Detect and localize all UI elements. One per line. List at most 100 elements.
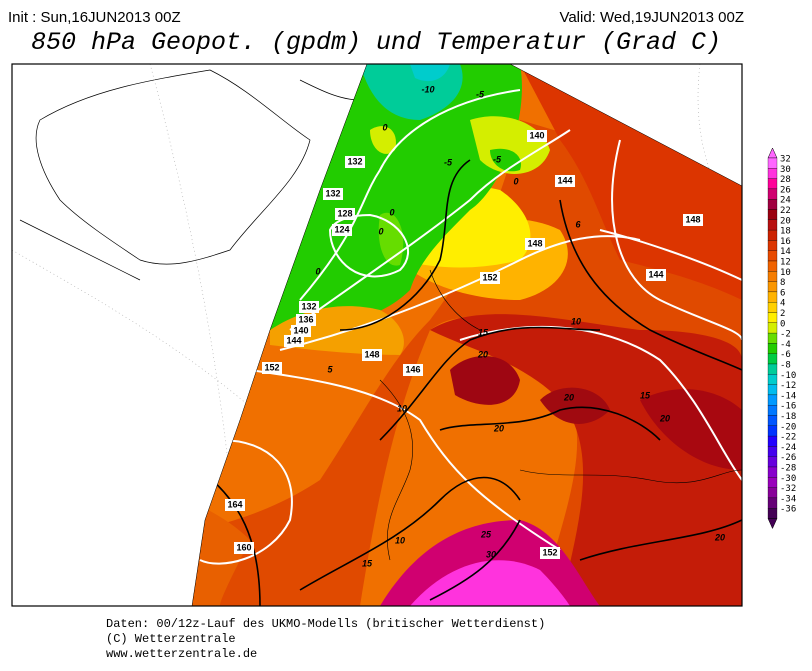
- colorbar-label: -30: [780, 474, 796, 484]
- colorbar-swatch: [767, 281, 778, 293]
- label-box: [345, 156, 365, 168]
- colorbar-swatch: [767, 446, 778, 457]
- colorbar-label: 24: [780, 196, 791, 206]
- colorbar-label: -36: [780, 505, 796, 515]
- colorbar: 32302826242220181614121086420-2-4-6-8-10…: [767, 147, 796, 530]
- colorbar-swatch: [767, 487, 778, 499]
- contour-label: 148: [527, 238, 542, 248]
- colorbar-swatch: [767, 322, 778, 334]
- colorbar-cap-bottom: [767, 518, 778, 530]
- colorbar-label: 18: [780, 227, 791, 237]
- contour-label: 146: [405, 364, 420, 374]
- contour-label: 20: [714, 532, 725, 542]
- colorbar-label: 32: [780, 155, 791, 165]
- contour-label: 140: [529, 130, 544, 140]
- colorbar-label: -22: [780, 433, 796, 443]
- label-box: [335, 208, 355, 220]
- colorbar-swatch: [767, 209, 778, 220]
- contour-label: 0: [382, 122, 387, 132]
- init-time: Init : Sun,16JUN2013 00Z: [8, 9, 181, 26]
- colorbar-label: -10: [780, 371, 796, 381]
- contour-label: -5: [444, 157, 453, 167]
- colorbar-swatch: [767, 415, 778, 426]
- colorbar-swatch: [767, 353, 778, 365]
- colorbar-swatch: [767, 394, 778, 406]
- colorbar-swatch: [767, 188, 778, 200]
- map-title: 850 hPa Geopot. (gpdm) und Temperatur (G…: [31, 28, 721, 57]
- contour-label: 152: [264, 362, 279, 372]
- colorbar-label: 8: [780, 278, 785, 288]
- footer-data: Daten: 00/12z-Lauf des UKMO-Modells (bri…: [106, 617, 545, 631]
- footer-url: www.wetterzentrale.de: [106, 647, 257, 661]
- contour-label: -5: [476, 89, 485, 99]
- contour-label: 164: [227, 499, 242, 509]
- colorbar-swatch: [767, 384, 778, 396]
- contour-label: 132: [325, 188, 340, 198]
- colorbar-swatch: [767, 456, 778, 468]
- contour-label: 0: [389, 207, 394, 217]
- colorbar-label: -20: [780, 422, 796, 432]
- label-box: [234, 542, 254, 554]
- label-box: [683, 214, 703, 226]
- contour-label: 25: [480, 529, 492, 539]
- contour-label: 15: [362, 558, 373, 568]
- colorbar-label: -34: [780, 494, 796, 504]
- contour-label: 15: [478, 327, 489, 337]
- colorbar-swatch: [767, 250, 778, 262]
- contour-label: 20: [493, 423, 504, 433]
- contour-label: 20: [563, 392, 574, 402]
- contour-label: 160: [236, 542, 251, 552]
- colorbar-label: -16: [780, 402, 796, 412]
- colorbar-label: 6: [780, 288, 785, 298]
- contour-label: 140: [293, 325, 308, 335]
- colorbar-label: -8: [780, 361, 791, 371]
- contour-label: 0: [378, 226, 383, 236]
- contour-label: -10: [421, 84, 434, 94]
- colorbar-swatch: [767, 363, 778, 375]
- map-area: [12, 64, 742, 606]
- label-box: [323, 188, 343, 200]
- contour-label: 20: [477, 349, 488, 359]
- colorbar-label: -2: [780, 330, 791, 340]
- label-box: [291, 325, 311, 337]
- colorbar-label: 20: [780, 216, 791, 226]
- colorbar-label: 12: [780, 258, 791, 268]
- colorbar-swatch: [767, 168, 778, 179]
- contour-label: 136: [298, 314, 313, 324]
- colorbar-swatch: [767, 219, 778, 231]
- colorbar-label: -14: [780, 391, 796, 401]
- colorbar-label: 30: [780, 165, 791, 175]
- label-box: [296, 314, 316, 326]
- contour-label: -5: [493, 154, 502, 164]
- colorbar-swatch: [767, 425, 778, 437]
- footer-copyright: (C) Wetterzentrale: [106, 632, 236, 646]
- contour-label: 0: [513, 176, 518, 186]
- contour-label: 128: [337, 208, 352, 218]
- colorbar-label: 14: [780, 247, 791, 257]
- contour-label: 0: [315, 266, 320, 276]
- colorbar-cap-top: [767, 147, 778, 159]
- valid-time: Valid: Wed,19JUN2013 00Z: [559, 9, 744, 26]
- colorbar-label: -26: [780, 453, 796, 463]
- label-box: [362, 349, 382, 361]
- label-box: [646, 269, 666, 281]
- colorbar-label: -28: [780, 464, 796, 474]
- colorbar-swatch: [767, 271, 778, 282]
- colorbar-swatch: [767, 229, 778, 241]
- colorbar-label: 22: [780, 206, 791, 216]
- contour-label: 144: [648, 269, 663, 279]
- contour-label: 10: [395, 535, 405, 545]
- contour-label: 10: [571, 316, 581, 326]
- colorbar-swatch: [767, 260, 778, 272]
- label-box: [332, 224, 352, 236]
- colorbar-swatch: [767, 343, 778, 354]
- colorbar-label: 16: [780, 237, 791, 247]
- colorbar-label: 10: [780, 268, 791, 278]
- label-box: [403, 364, 423, 376]
- colorbar-swatch: [767, 508, 778, 519]
- colorbar-label: -32: [780, 484, 796, 494]
- colorbar-label: -4: [780, 340, 791, 350]
- contour-label: 152: [542, 547, 557, 557]
